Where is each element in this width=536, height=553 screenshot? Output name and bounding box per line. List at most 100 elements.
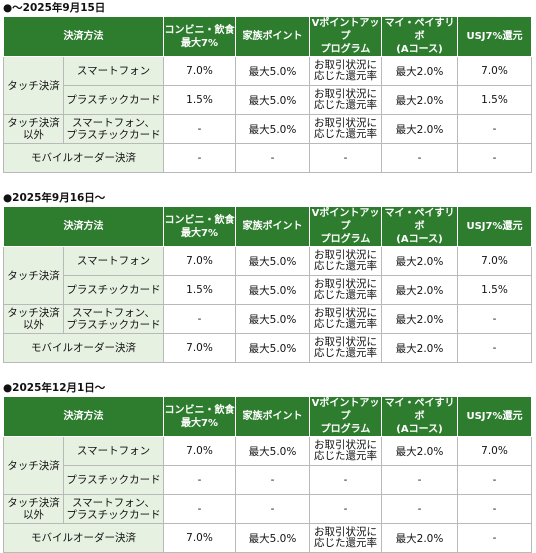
row-label: スマートフォン、 プラスチックカード [63, 304, 164, 334]
rate-cell: - [457, 333, 532, 363]
rate-cell: 最大5.0% [235, 333, 310, 363]
rate-cell: - [381, 494, 458, 524]
header-payment-method: 決済方法 [3, 16, 164, 57]
rate-cell: 最大5.0% [235, 56, 310, 86]
rate-cell: - [309, 465, 382, 495]
rate-cell: - [163, 143, 236, 173]
group-nontouch-label: タッチ決済以外 [3, 494, 64, 524]
rate-table: 決済方法 コンビニ・飲食 最大7% 家族ポイント Vポイントアップ プログラム マイ・ペイす… [3, 206, 532, 363]
row-label: モバイルオーダー決済 [3, 333, 164, 363]
rate-cell: 7.0% [163, 333, 236, 363]
rate-cell: - [457, 304, 532, 334]
header-payment-method: 決済方法 [3, 396, 164, 437]
rate-cell: 7.0% [163, 56, 236, 86]
rate-cell: お取引状況に 応じた還元率 [309, 114, 382, 144]
rate-cell: お取引状況に 応じた還元率 [309, 436, 382, 466]
table-row: モバイルオーダー決済 - - - - - [3, 143, 532, 173]
rate-cell: 最大2.0% [381, 523, 458, 553]
header-column: コンビニ・飲食 最大7% [163, 206, 236, 247]
header-column: 家族ポイント [235, 396, 310, 437]
rate-cell: 1.5% [163, 85, 236, 115]
rate-cell: 最大5.0% [235, 523, 310, 553]
rate-cell: 最大5.0% [235, 304, 310, 334]
table-row: モバイルオーダー決済 7.0% 最大5.0% お取引状況に 応じた還元率 最大2.0% - [3, 523, 532, 553]
rate-cell: お取引状況に 応じた還元率 [309, 56, 382, 86]
group-touch-label: タッチ決済 [3, 436, 64, 495]
header-column: Vポイントアップ プログラム [309, 16, 382, 57]
rate-table: 決済方法 コンビニ・飲食 最大7% 家族ポイント Vポイントアップ プログラム マイ・ペイす… [3, 396, 532, 553]
group-nontouch-label: タッチ決済以外 [3, 114, 64, 144]
row-label: モバイルオーダー決済 [3, 143, 164, 173]
table-row: タッチ決済以外 スマートフォン、 プラスチックカード - 最大5.0% お取引状況に 応じた… [3, 304, 532, 334]
table-row: タッチ決済 スマートフォン 7.0% 最大5.0% お取引状況に 応じた還元率 最大2.0%… [3, 56, 532, 115]
rate-cell: 7.0% [163, 523, 236, 553]
rate-cell: 最大5.0% [235, 114, 310, 144]
header-column: USJ7%還元 [457, 396, 532, 437]
rate-cell: 最大5.0% [235, 275, 310, 305]
rate-cell: - [381, 465, 458, 495]
rate-cell: 7.0% [163, 436, 236, 466]
group-touch-label: タッチ決済 [3, 56, 64, 115]
row-label: スマートフォン [63, 436, 164, 466]
rate-cell: お取引状況に 応じた還元率 [309, 275, 382, 305]
rate-cell: お取引状況に 応じた還元率 [309, 246, 382, 276]
row-label: スマートフォン、 プラスチックカード [63, 114, 164, 144]
rate-cell: お取引状況に 応じた還元率 [309, 333, 382, 363]
rate-cell: - [457, 143, 532, 173]
table-row: タッチ決済以外 スマートフォン、 プラスチックカード - - - - - [3, 494, 532, 524]
group-touch-label: タッチ決済 [3, 246, 64, 305]
rate-cell: 1.5% [163, 275, 236, 305]
rate-cell: - [457, 465, 532, 495]
rate-cell: 最大2.0% [381, 85, 458, 115]
section-title: ●2025年12月1日～ [3, 382, 106, 394]
header-column: マイ・ペイすリボ (Aコース) [381, 16, 458, 57]
rate-cell: 7.0% [457, 436, 532, 466]
table-row: プラスチックカード - - - - - [4, 465, 532, 495]
table-row: タッチ決済 スマートフォン 7.0% 最大5.0% お取引状況に 応じた還元率 最大2.0%… [3, 246, 532, 305]
rate-cell: 最大5.0% [235, 85, 310, 115]
row-label: プラスチックカード [63, 465, 164, 495]
table-row: プラスチックカード 1.5% 最大5.0% お取引状況に 応じた還元率 最大2.0% 1.5… [4, 275, 532, 305]
rate-cell: お取引状況に 応じた還元率 [309, 85, 382, 115]
header-column: USJ7%還元 [457, 16, 532, 57]
rate-cell: - [163, 465, 236, 495]
header-payment-method: 決済方法 [3, 206, 164, 247]
rate-cell: - [309, 143, 382, 173]
header-column: 家族ポイント [235, 16, 310, 57]
rate-cell: - [457, 494, 532, 524]
table-row: モバイルオーダー決済 7.0% 最大5.0% お取引状況に 応じた還元率 最大2.0% - [3, 333, 532, 363]
row-label: プラスチックカード [63, 275, 164, 305]
rate-cell: - [163, 494, 236, 524]
rate-cell: - [457, 114, 532, 144]
rate-cell: 最大2.0% [381, 246, 458, 276]
section-title: ●～2025年9月15日 [3, 2, 106, 14]
header-column: USJ7%還元 [457, 206, 532, 247]
header-column: マイ・ペイすリボ (Aコース) [381, 206, 458, 247]
rate-cell: 最大5.0% [235, 436, 310, 466]
header-column: 家族ポイント [235, 206, 310, 247]
row-label: プラスチックカード [63, 85, 164, 115]
rate-cell: お取引状況に 応じた還元率 [309, 523, 382, 553]
rate-table: 決済方法 コンビニ・飲食 最大7% 家族ポイント Vポイントアップ プログラム マイ・ペイす… [3, 16, 532, 173]
row-label: スマートフォン、 プラスチックカード [63, 494, 164, 524]
rate-cell: 1.5% [457, 275, 532, 305]
table-row: タッチ決済 スマートフォン 7.0% 最大5.0% お取引状況に 応じた還元率 最大2.0%… [3, 436, 532, 495]
header-column: コンビニ・飲食 最大7% [163, 396, 236, 437]
header-column: Vポイントアップ プログラム [309, 206, 382, 247]
header-column: コンビニ・飲食 最大7% [163, 16, 236, 57]
rate-cell: - [235, 494, 310, 524]
table-row: タッチ決済以外 スマートフォン、 プラスチックカード - 最大5.0% お取引状況に 応じた… [3, 114, 532, 144]
rate-cell: - [235, 143, 310, 173]
rate-cell: - [163, 114, 236, 144]
rate-cell: - [381, 143, 458, 173]
rate-cell: 7.0% [457, 246, 532, 276]
header-column: Vポイントアップ プログラム [309, 396, 382, 437]
header-column: マイ・ペイすリボ (Aコース) [381, 396, 458, 437]
rate-cell: - [309, 494, 382, 524]
rate-cell: お取引状況に 応じた還元率 [309, 304, 382, 334]
rate-cell: - [235, 465, 310, 495]
rate-cell: 最大2.0% [381, 304, 458, 334]
rate-cell: 1.5% [457, 85, 532, 115]
rate-cell: 7.0% [163, 246, 236, 276]
rate-cell: 最大2.0% [381, 333, 458, 363]
